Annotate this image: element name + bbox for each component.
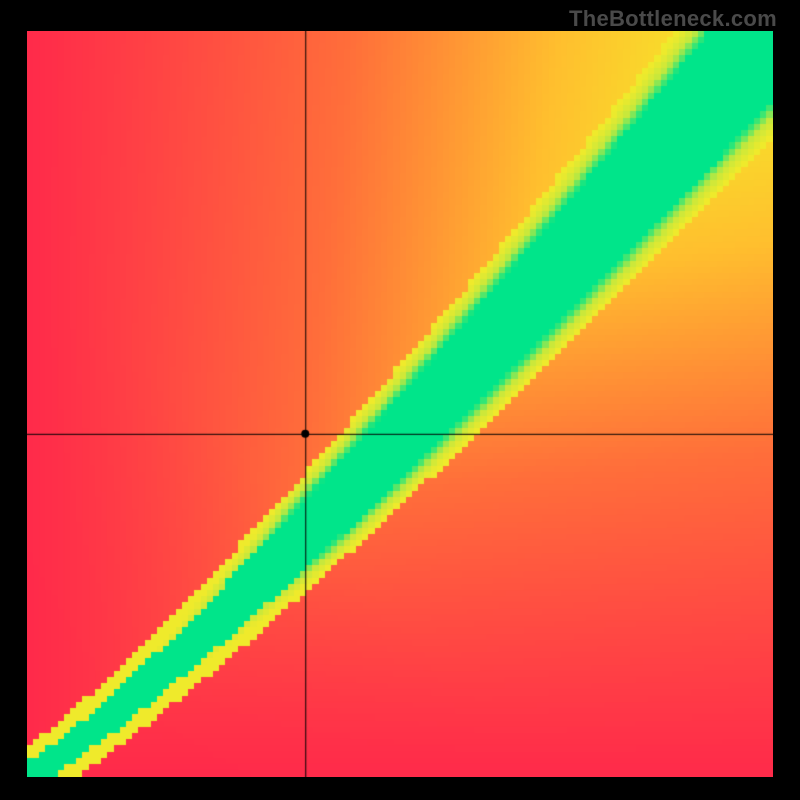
watermark-label: TheBottleneck.com: [569, 6, 777, 32]
bottleneck-heatmap: [27, 31, 773, 777]
chart-container: TheBottleneck.com: [0, 0, 800, 800]
